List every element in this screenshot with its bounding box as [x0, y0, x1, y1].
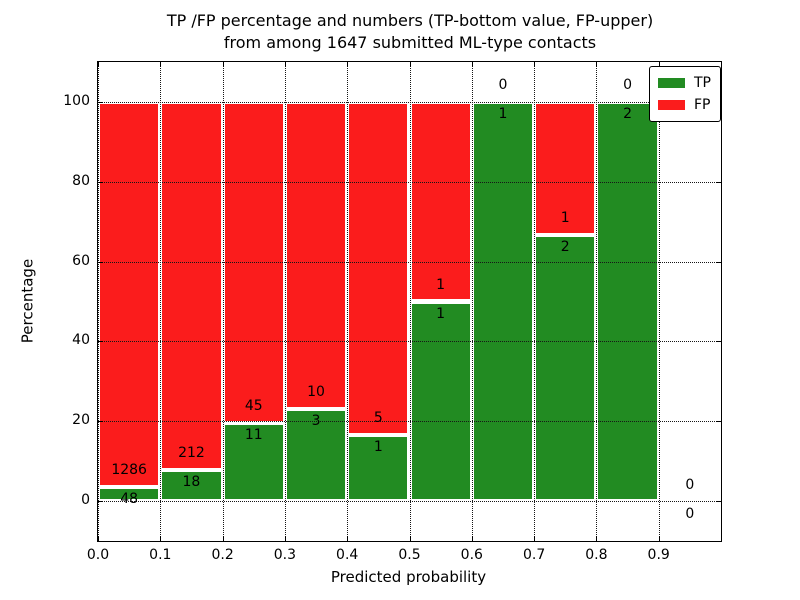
tick-x-top	[534, 62, 536, 67]
y-tick-label: 80	[72, 172, 90, 189]
tick-x-bottom	[98, 536, 99, 541]
tick-x-bottom	[534, 536, 536, 541]
tick-y-right	[716, 181, 721, 183]
tick-y-right	[716, 341, 721, 343]
fp-count-label: 0	[685, 476, 695, 493]
tick-x-bottom	[284, 536, 286, 541]
tick-x-top	[222, 62, 224, 67]
tick-x-bottom	[160, 536, 162, 541]
gridline-x	[658, 62, 660, 541]
fp-count-label: 5	[373, 410, 383, 427]
y-tick-label: 0	[81, 492, 90, 509]
chart-title-line1: TP /FP percentage and numbers (TP-bottom…	[166, 11, 654, 30]
tick-y-left	[98, 421, 103, 423]
fp-count-label: 212	[178, 445, 205, 462]
bar-segment-tp	[160, 469, 223, 502]
x-tick-label: 0.7	[522, 547, 546, 563]
bar-segment-tp	[98, 486, 161, 502]
fp-count-label: 1	[436, 277, 446, 293]
bar-segment-fp	[160, 101, 223, 470]
tp-count-label: 1	[436, 306, 446, 322]
fp-count-label: 0	[623, 77, 633, 94]
tick-y-right	[716, 501, 721, 503]
legend-label-fp: FP	[694, 97, 711, 113]
tp-count-label: 18	[182, 474, 201, 491]
x-tick-label: 0.4	[336, 547, 359, 563]
tp-count-label: 2	[623, 106, 633, 123]
chart-title-line2: from among 1647 submitted ML-type contac…	[223, 33, 597, 52]
gridline-y	[98, 501, 721, 503]
x-tick-label: 0.3	[273, 547, 297, 563]
y-tick-label: 20	[72, 412, 90, 429]
fp-count-label: 10	[307, 384, 325, 401]
tp-count-label: 11	[244, 427, 263, 444]
x-tick-label: 0.5	[398, 547, 421, 563]
tick-x-top	[98, 62, 99, 67]
tick-x-top	[347, 62, 349, 67]
tick-x-bottom	[347, 536, 349, 541]
plot-area: TP FP 1286 48 212 18 45 11 10 3 5 1 1 1 0 1 1 2 0 2 0 0 0.0 0…	[63, 61, 722, 563]
tick-x-top	[160, 62, 162, 67]
fp-count-label: 1	[560, 210, 570, 227]
bar-segment-fp	[534, 101, 597, 235]
bar-segment-tp	[222, 422, 285, 502]
x-tick-label: 0.1	[149, 547, 172, 563]
y-tick-label: 40	[72, 332, 90, 349]
legend-item-tp: TP	[658, 72, 711, 94]
tick-y-right	[716, 421, 721, 423]
tp-count-label: 1	[373, 439, 383, 456]
legend-item-fp: FP	[658, 94, 711, 116]
bar-segment-fp	[284, 101, 348, 409]
tick-x-bottom	[658, 536, 660, 541]
x-tick-label: 0.8	[585, 547, 608, 563]
legend-label-tp: TP	[694, 75, 711, 91]
bar-segment-fp	[347, 101, 410, 435]
tp-color-swatch	[658, 78, 685, 88]
fp-color-swatch	[658, 100, 685, 110]
x-tick-label: 0.6	[460, 547, 483, 563]
bar-segment-tp	[471, 101, 535, 502]
tick-x-top	[471, 62, 473, 67]
tick-x-bottom	[596, 536, 598, 541]
bar-segment-tp	[596, 101, 659, 502]
tick-x-bottom	[409, 536, 411, 541]
chart-title: TP /FP percentage and numbers (TP-bottom…	[60, 10, 760, 54]
tp-count-label: 2	[560, 239, 570, 256]
bar-segment-fp	[409, 101, 472, 302]
fp-count-label: 1286	[111, 462, 147, 479]
tick-y-left	[98, 341, 103, 343]
x-tick-label: 0.2	[211, 547, 234, 563]
legend: TP FP	[649, 66, 721, 122]
fp-count-label: 0	[498, 77, 508, 94]
tp-count-label: 1	[498, 106, 508, 123]
bar-segment-tp	[284, 408, 348, 502]
y-tick-label: 100	[63, 92, 90, 109]
bar-segment-tp	[347, 434, 410, 502]
tp-count-label: 3	[311, 413, 321, 430]
x-axis-title: Predicted probability	[330, 568, 487, 586]
tick-y-left	[98, 501, 103, 503]
tick-x-top	[284, 62, 286, 67]
y-tick-label: 60	[72, 252, 90, 269]
y-axis-title: Percentage	[18, 258, 37, 344]
tick-y-left	[98, 181, 103, 183]
tick-x-top	[409, 62, 411, 67]
tick-x-top	[596, 62, 598, 67]
bar-segment-tp	[409, 301, 472, 502]
bar-segment-fp	[98, 101, 161, 487]
x-tick-label: 0.9	[647, 547, 670, 563]
tick-y-left	[98, 261, 103, 263]
tick-y-right	[716, 261, 721, 263]
tick-x-bottom	[471, 536, 473, 541]
bar-segment-tp	[534, 234, 597, 502]
bar-segment-fp	[222, 101, 285, 423]
tp-count-label: 48	[120, 491, 139, 508]
tick-y-left	[98, 101, 103, 103]
x-tick-label: 0.0	[86, 547, 110, 563]
tick-x-bottom	[222, 536, 224, 541]
fp-count-label: 45	[244, 398, 263, 415]
tp-count-label: 0	[685, 505, 695, 522]
